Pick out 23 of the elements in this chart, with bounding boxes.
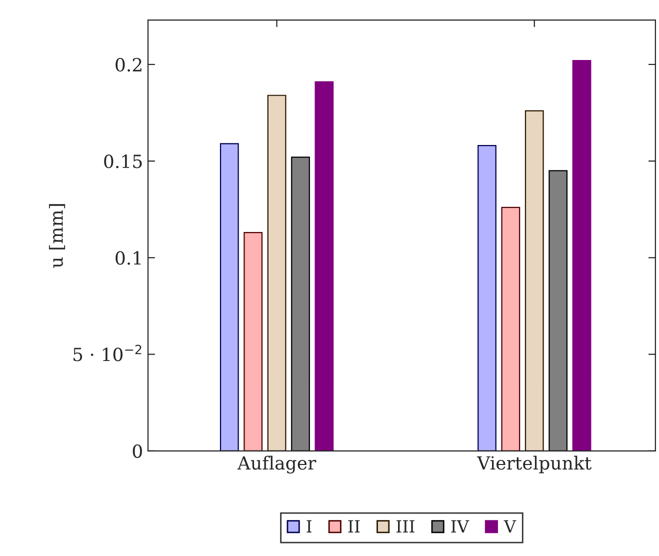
- bar: [244, 232, 263, 451]
- y-tick-label: 0.2: [116, 58, 142, 72]
- bar: [548, 170, 568, 451]
- bar: [314, 81, 334, 451]
- bar: [291, 156, 310, 451]
- y-tick-label: 0: [132, 444, 142, 458]
- x-tick-label: Auflager: [237, 456, 316, 474]
- y-tick-label: 0.15: [104, 154, 142, 168]
- y-tick-label: 0.1: [116, 251, 141, 265]
- legend-label: V: [504, 520, 516, 532]
- y-tick-label: 5 · 10$^{−2}$: [74, 344, 142, 362]
- x-tick-label: Viertelpunkt: [476, 456, 592, 474]
- legend-label: I: [306, 520, 312, 532]
- legend-label: IV: [451, 520, 470, 532]
- bar: [220, 143, 239, 451]
- bar: [524, 110, 544, 451]
- legend-label: III: [396, 520, 414, 532]
- bar: [267, 94, 286, 451]
- bar: [572, 60, 592, 451]
- legend-label: II: [348, 520, 360, 532]
- y-axis-title: u [mm]: [48, 204, 66, 268]
- bar: [478, 145, 496, 451]
- bar: [501, 206, 520, 451]
